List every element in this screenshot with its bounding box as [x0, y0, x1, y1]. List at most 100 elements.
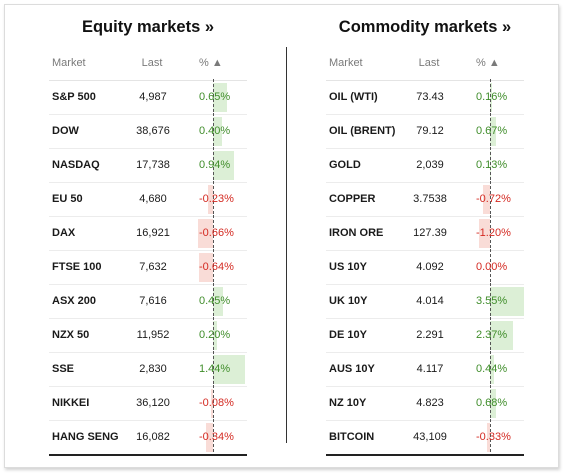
- market-column-header[interactable]: Market: [52, 57, 86, 69]
- table-row[interactable]: US 10Y 4.092 0.00%: [326, 249, 524, 284]
- zero-line: [213, 147, 214, 180]
- last-value: 127.39: [413, 227, 447, 239]
- percent-change: 0.68%: [476, 397, 508, 409]
- zero-line: [490, 351, 491, 384]
- percent-change: 0.00%: [476, 261, 508, 273]
- table-row[interactable]: NZ 10Y 4.823 0.68%: [326, 385, 524, 420]
- table-row[interactable]: FTSE 100 7,632 -0.64%: [49, 249, 247, 284]
- zero-line: [490, 113, 491, 146]
- table-row[interactable]: DAX 16,921 -0.66%: [49, 215, 247, 250]
- change-bar: [213, 355, 245, 384]
- equity-markets-link[interactable]: Equity markets »: [81, 18, 215, 36]
- change-bar: [486, 423, 490, 452]
- table-row[interactable]: DE 10Y 2.291 2.37%: [326, 317, 524, 352]
- zero-line: [490, 79, 491, 112]
- last-value: 43,109: [413, 431, 447, 443]
- market-name: DE 10Y: [329, 329, 367, 341]
- table-row[interactable]: IRON ORE 127.39 -1.20%: [326, 215, 524, 250]
- commodity-table-body: OIL (WTI) 73.43 0.16% OIL (BRENT) 79.12 0.67%…: [326, 79, 524, 456]
- table-row[interactable]: EU 50 4,680 -0.23%: [49, 181, 247, 216]
- table-row[interactable]: DOW 38,676 0.40%: [49, 113, 247, 148]
- zero-line: [490, 385, 491, 418]
- zero-line: [213, 351, 214, 384]
- table-bottom-rule: [326, 454, 524, 456]
- zero-line: [490, 147, 491, 180]
- last-value: 7,616: [139, 295, 167, 307]
- last-value: 38,676: [136, 125, 170, 137]
- table-row[interactable]: GOLD 2,039 0.13%: [326, 147, 524, 182]
- market-name: DAX: [52, 227, 76, 239]
- zero-line: [490, 249, 491, 282]
- percent-change: 0.13%: [476, 159, 508, 171]
- change-bar: [207, 185, 213, 214]
- percent-column-header[interactable]: % ▲: [476, 57, 500, 69]
- change-bar: [490, 355, 495, 384]
- market-name: OIL (BRENT): [329, 125, 396, 137]
- table-row[interactable]: OIL (BRENT) 79.12 0.67%: [326, 113, 524, 148]
- percent-change: 3.55%: [476, 295, 508, 307]
- last-value: 2,039: [416, 159, 444, 171]
- table-row[interactable]: SSE 2,830 1.44%: [49, 351, 247, 386]
- table-row[interactable]: HANG SENG 16,082 -0.34%: [49, 419, 247, 454]
- table-row[interactable]: ASX 200 7,616 0.45%: [49, 283, 247, 318]
- change-bar: [213, 287, 223, 316]
- last-value: 4.092: [416, 261, 444, 273]
- last-value: 2.291: [416, 329, 444, 341]
- last-column-header[interactable]: Last: [418, 57, 440, 69]
- equity-table-header: Market Last % ▲: [49, 57, 247, 75]
- zero-line: [490, 283, 491, 316]
- table-row[interactable]: NIKKEI 36,120 -0.08%: [49, 385, 247, 420]
- percent-change: -0.72%: [476, 193, 511, 205]
- last-value: 17,738: [136, 159, 170, 171]
- percent-change: -0.34%: [199, 431, 234, 443]
- last-value: 4.014: [416, 295, 444, 307]
- market-name: HANG SENG: [52, 431, 119, 443]
- market-column-header[interactable]: Market: [329, 57, 363, 69]
- table-row[interactable]: AUS 10Y 4.117 0.44%: [326, 351, 524, 386]
- zero-line: [213, 181, 214, 214]
- commodity-markets-link[interactable]: Commodity markets »: [338, 18, 512, 36]
- change-bar: [490, 389, 497, 418]
- last-value: 4.823: [416, 397, 444, 409]
- percent-change: 0.16%: [476, 91, 508, 103]
- table-row[interactable]: OIL (WTI) 73.43 0.16%: [326, 79, 524, 114]
- percent-change: 0.20%: [199, 329, 231, 341]
- percent-change: 1.44%: [199, 363, 231, 375]
- last-value: 79.12: [416, 125, 444, 137]
- last-value: 4.117: [416, 363, 444, 375]
- market-name: IRON ORE: [329, 227, 384, 239]
- percent-change: 0.67%: [476, 125, 508, 137]
- change-bar: [198, 253, 213, 282]
- last-value: 16,082: [136, 431, 170, 443]
- change-bar: [198, 219, 213, 248]
- change-bar: [211, 389, 213, 418]
- last-value: 4,987: [139, 91, 167, 103]
- change-bar: [213, 83, 228, 112]
- zero-line: [213, 249, 214, 282]
- zero-line: [213, 215, 214, 248]
- zero-line: [213, 317, 214, 350]
- table-row[interactable]: UK 10Y 4.014 3.55%: [326, 283, 524, 318]
- table-row[interactable]: BITCOIN 43,109 -0.33%: [326, 419, 524, 454]
- percent-column-header[interactable]: % ▲: [199, 57, 223, 69]
- zero-line: [213, 419, 214, 452]
- table-row[interactable]: COPPER 3.7538 -0.72%: [326, 181, 524, 216]
- percent-change: 0.44%: [476, 363, 508, 375]
- last-value: 2,830: [139, 363, 167, 375]
- table-row[interactable]: NASDAQ 17,738 0.94%: [49, 147, 247, 182]
- table-row[interactable]: S&P 500 4,987 0.65%: [49, 79, 247, 114]
- zero-line: [213, 113, 214, 146]
- change-bar: [490, 321, 513, 350]
- percent-change: -0.08%: [199, 397, 234, 409]
- change-bar: [478, 219, 490, 248]
- market-name: UK 10Y: [329, 295, 368, 307]
- change-bar: [490, 287, 524, 316]
- percent-change: -0.66%: [199, 227, 234, 239]
- last-column-header[interactable]: Last: [141, 57, 163, 69]
- table-row[interactable]: NZX 50 11,952 0.20%: [49, 317, 247, 352]
- commodity-table-header: Market Last % ▲: [326, 57, 524, 75]
- last-value: 11,952: [136, 329, 170, 341]
- market-name: FTSE 100: [52, 261, 102, 273]
- equity-table-body: S&P 500 4,987 0.65% DOW 38,676 0.40% NASDAQ 17,…: [49, 79, 247, 456]
- market-name: EU 50: [52, 193, 83, 205]
